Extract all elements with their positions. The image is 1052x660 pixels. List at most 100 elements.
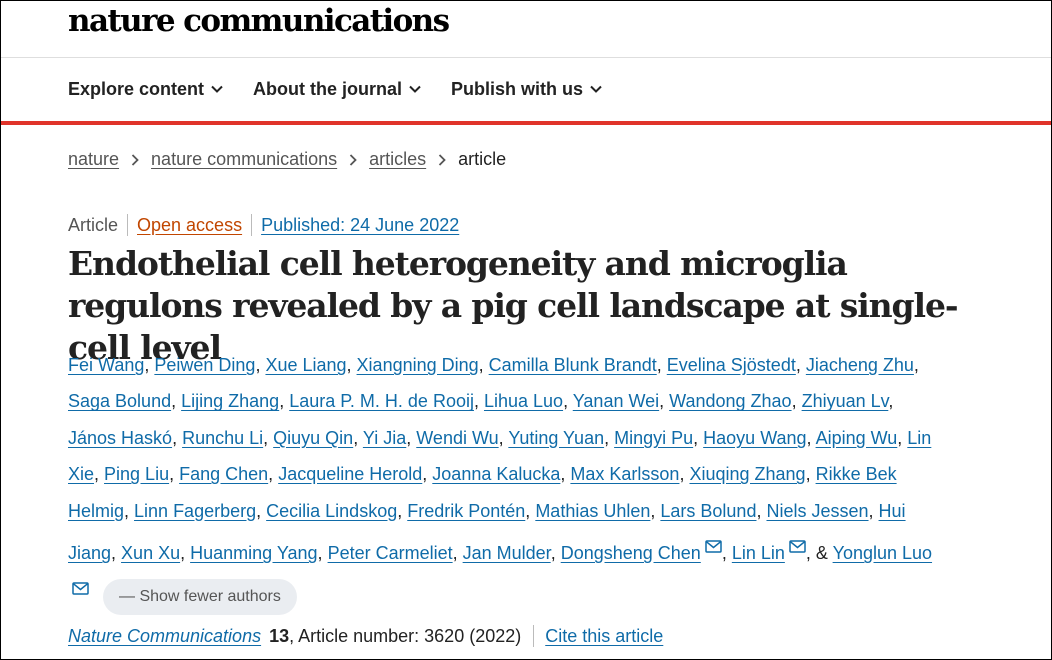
author-link[interactable]: János Haskó: [68, 427, 173, 448]
breadcrumb-articles[interactable]: articles: [369, 149, 427, 169]
author-separator: ,: [180, 543, 191, 564]
author-link[interactable]: Ping Liu: [104, 464, 170, 485]
author-link[interactable]: Joanna Kalucka: [432, 464, 561, 485]
published-date-link[interactable]: Published: 24 June 2022: [251, 214, 468, 236]
main-nav: Explore content About the journal Publis…: [68, 75, 602, 103]
author-link[interactable]: Niels Jessen: [766, 500, 869, 521]
author-separator: ,: [791, 391, 802, 412]
author-link[interactable]: Camilla Blunk Brandt: [488, 355, 657, 375]
author-link[interactable]: Lars Bolund: [660, 500, 757, 521]
chevron-right-icon: [119, 149, 151, 170]
author-separator: ,: [94, 464, 105, 485]
header-accent-rule: [1, 121, 1051, 125]
author-link[interactable]: Runchu Li: [182, 427, 264, 448]
journal-name-link[interactable]: Nature Communications: [68, 625, 262, 646]
nav-label: Publish with us: [451, 78, 584, 99]
author-link[interactable]: Fredrik Pontén: [407, 500, 526, 521]
author-separator: ,: [563, 391, 573, 412]
author-link[interactable]: Rikke Bek Helmig: [68, 464, 897, 521]
author-separator: ,: [452, 543, 463, 564]
author-link[interactable]: Mingyi Pu: [614, 427, 694, 448]
author-separator: ,: [263, 427, 274, 448]
author-link[interactable]: Peiwen Ding: [154, 355, 256, 375]
author-link[interactable]: Lihua Luo: [483, 391, 564, 412]
author-link[interactable]: Peter Carmeliet: [327, 543, 453, 564]
author-separator: ,: [478, 355, 489, 375]
author-separator: ,: [868, 500, 879, 521]
author-link[interactable]: Lin Xie: [68, 427, 932, 485]
author-separator: ,: [913, 355, 919, 375]
chevron-right-icon: [426, 149, 458, 170]
breadcrumb-nature[interactable]: nature: [68, 149, 120, 169]
author-link[interactable]: Fang Chen: [179, 464, 269, 485]
author-link[interactable]: Dongsheng Chen: [560, 543, 701, 564]
author-link[interactable]: Saga Bolund: [68, 391, 172, 412]
author-separator: ,: [679, 464, 690, 485]
author-link[interactable]: Yi Jia: [362, 427, 407, 448]
breadcrumb-nature-communications[interactable]: nature communications: [151, 149, 338, 169]
nav-publish-with-us[interactable]: Publish with us: [451, 79, 602, 100]
envelope-icon[interactable]: [789, 529, 806, 553]
chevron-down-icon: [211, 85, 223, 93]
show-fewer-authors-button[interactable]: — Show fewer authors: [103, 578, 297, 615]
author-link[interactable]: Wendi Wu: [416, 427, 499, 448]
author-link[interactable]: Wandong Zhao: [669, 391, 792, 412]
journal-logo[interactable]: nature communications: [68, 3, 450, 39]
show-fewer-label: Show fewer authors: [139, 587, 281, 605]
author-separator: ,: [498, 427, 509, 448]
author-separator: ,: [795, 355, 806, 375]
author-separator: ,: [656, 355, 667, 375]
author-separator: ,: [406, 427, 417, 448]
cite-this-article-link[interactable]: Cite this article: [545, 625, 664, 646]
author-link[interactable]: Zhiyuan Lv: [801, 391, 889, 412]
author-link[interactable]: Jiacheng Zhu: [805, 355, 914, 375]
author-link[interactable]: Laura P. M. H. de Rooij: [289, 391, 474, 412]
author-separator: ,: [897, 427, 908, 448]
author-list: Fei Wang, Peiwen Ding, Xue Liang, Xiangn…: [68, 347, 938, 615]
breadcrumb-current: article: [458, 149, 507, 169]
author-link[interactable]: Yonglun Luo: [832, 543, 933, 564]
nav-label: About the journal: [253, 78, 403, 99]
author-separator: ,: [560, 464, 571, 485]
author-link[interactable]: Fei Wang: [68, 355, 145, 375]
chevron-down-icon: [590, 85, 602, 93]
author-link[interactable]: Haoyu Wang: [703, 427, 807, 448]
author-link[interactable]: Xiangning Ding: [356, 355, 479, 375]
author-link[interactable]: Mathias Uhlen: [535, 500, 651, 521]
chevron-right-icon: [337, 149, 369, 170]
author-link[interactable]: Max Karlsson: [570, 464, 680, 485]
open-access-link[interactable]: Open access: [127, 214, 251, 236]
author-link[interactable]: Aiping Wu: [815, 427, 898, 448]
nav-about-journal[interactable]: About the journal: [253, 79, 421, 100]
author-separator: ,: [806, 427, 816, 448]
author-link[interactable]: Linn Fagerberg: [134, 500, 257, 521]
author-separator: ,: [888, 391, 894, 412]
author-link[interactable]: Evelina Sjöstedt: [666, 355, 796, 375]
author-separator: ,: [169, 464, 180, 485]
minus-icon: —: [119, 587, 140, 605]
author-separator: ,: [317, 543, 328, 564]
author-separator: ,: [550, 543, 561, 564]
author-link[interactable]: Cecilia Lindskog: [266, 500, 398, 521]
breadcrumb: nature nature communications articles ar…: [68, 149, 506, 170]
author-separator: ,: [422, 464, 433, 485]
author-link[interactable]: Huanming Yang: [190, 543, 318, 564]
author-link[interactable]: Xun Xu: [121, 543, 181, 564]
author-link[interactable]: Yanan Wei: [572, 391, 660, 412]
envelope-icon[interactable]: [72, 571, 89, 596]
author-separator: ,: [256, 500, 267, 521]
envelope-icon[interactable]: [705, 529, 722, 553]
author-link[interactable]: Hui Jiang: [68, 500, 906, 564]
author-link[interactable]: Qiuyu Qin: [273, 427, 354, 448]
author-link[interactable]: Jacqueline Herold: [278, 464, 423, 485]
author-link[interactable]: Lijing Zhang: [181, 391, 280, 412]
author-link[interactable]: Jan Mulder: [462, 543, 551, 564]
author-link[interactable]: Lin Lin: [731, 543, 785, 564]
nav-explore-content[interactable]: Explore content: [68, 79, 223, 100]
author-separator: ,: [279, 391, 290, 412]
author-link[interactable]: Yuting Yuan: [508, 427, 605, 448]
author-link[interactable]: Xiuqing Zhang: [689, 464, 806, 485]
author-separator: ,: [693, 427, 704, 448]
article-type: Article: [68, 215, 119, 235]
author-link[interactable]: Xue Liang: [265, 355, 347, 375]
